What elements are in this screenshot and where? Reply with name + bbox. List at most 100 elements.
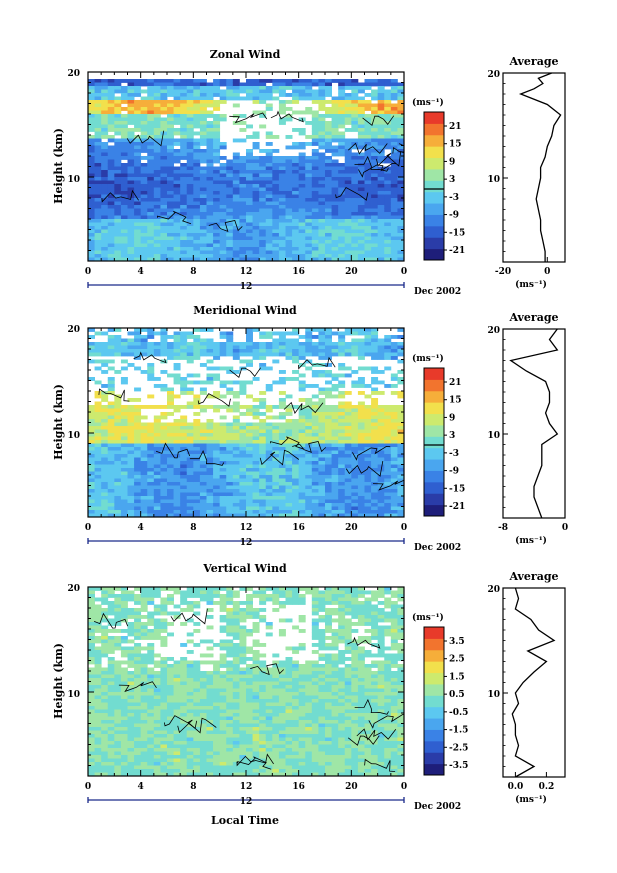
heatmap-cell <box>292 212 300 216</box>
heatmap-cell <box>101 506 109 511</box>
heatmap-cell <box>285 496 293 500</box>
heatmap-cell <box>325 454 332 458</box>
heatmap-cell <box>186 138 194 143</box>
heatmap-cell <box>232 349 240 353</box>
heatmap-cell <box>265 496 273 500</box>
heatmap-cell <box>153 93 161 97</box>
heatmap-cell <box>88 615 95 619</box>
heatmap-cell <box>180 338 188 343</box>
heatmap-cell <box>232 254 240 258</box>
heatmap-cell <box>94 769 102 773</box>
heatmap-cell <box>193 173 201 178</box>
heatmap-cell <box>305 180 313 185</box>
heatmap-cell <box>206 457 214 462</box>
heatmap-cell <box>134 412 142 416</box>
heatmap-cell <box>167 478 174 483</box>
heatmap-cell <box>101 398 109 402</box>
heatmap-cell <box>114 604 122 609</box>
heatmap-cell <box>357 205 365 209</box>
panel-vertical: Vertical Wind 0 4 8 12 16 20 012 Dec 2002 Heigh… <box>52 562 566 827</box>
heatmap-cell <box>213 485 221 490</box>
heatmap-cell <box>338 422 346 427</box>
heatmap-cell <box>94 226 102 230</box>
heatmap-cell <box>160 156 168 160</box>
heatmap-cell <box>344 117 352 122</box>
heatmap-cell <box>357 226 365 230</box>
heatmap-cell <box>265 187 273 192</box>
heatmap-cell <box>371 440 379 444</box>
heatmap-cell <box>239 496 247 500</box>
heatmap-cell <box>127 664 135 668</box>
heatmap-cell <box>292 229 300 234</box>
heatmap-cell <box>114 699 122 703</box>
heatmap-cell <box>311 198 319 202</box>
heatmap-cell <box>351 415 359 420</box>
heatmap-cell <box>94 618 102 623</box>
heatmap-cell <box>351 433 359 437</box>
heatmap-cell <box>206 100 214 104</box>
heatmap-cell <box>325 475 332 479</box>
heatmap-cell <box>114 187 122 192</box>
heatmap-cell <box>318 440 326 444</box>
heatmap-cell <box>357 229 365 234</box>
heatmap-cell <box>344 247 352 251</box>
heatmap-cell <box>331 485 339 490</box>
heatmap-cell <box>272 184 280 188</box>
heatmap-cell <box>147 468 155 472</box>
heatmap-cell <box>140 107 148 111</box>
heatmap-cell <box>160 405 168 409</box>
heatmap-cell <box>120 229 128 234</box>
heatmap-cell <box>377 513 385 518</box>
heatmap-cell <box>107 243 115 248</box>
heatmap-cell <box>390 124 398 129</box>
heatmap-cell <box>107 328 115 332</box>
heatmap-cell <box>239 159 247 164</box>
heatmap-cell <box>199 93 207 97</box>
heatmap-cell <box>127 138 135 143</box>
heatmap-cell <box>127 699 135 703</box>
date-label: Dec 2002 <box>414 287 461 297</box>
heatmap-cell <box>285 510 293 514</box>
heatmap-cell <box>147 454 155 458</box>
heatmap-cell <box>226 163 234 167</box>
heatmap-cell <box>147 366 155 371</box>
heatmap-cell <box>120 145 128 150</box>
heatmap-cell <box>167 440 174 444</box>
heatmap-cell <box>384 443 392 448</box>
heatmap-cell <box>344 468 352 472</box>
heatmap-cell <box>331 215 339 220</box>
heatmap-cell <box>186 380 194 385</box>
heatmap-cell <box>226 205 234 209</box>
heatmap-cell <box>252 506 260 511</box>
heatmap-cell <box>147 103 155 108</box>
heatmap-cell <box>344 510 352 514</box>
heatmap-cell <box>384 366 392 371</box>
heatmap-cell <box>94 650 102 654</box>
heatmap-cell <box>239 177 247 181</box>
heatmap-cell <box>173 205 181 209</box>
heatmap-cell <box>127 398 135 402</box>
heatmap-cell <box>325 166 332 171</box>
heatmap-cell <box>285 461 293 465</box>
heatmap-cell <box>101 737 109 742</box>
heatmap-cell <box>305 408 313 413</box>
heatmap-cell <box>88 454 95 458</box>
heatmap-cell <box>114 664 122 668</box>
heatmap-cell <box>226 450 234 455</box>
contour-line <box>345 461 384 477</box>
heatmap-cell <box>357 177 365 181</box>
heatmap-cell <box>101 730 109 735</box>
heatmap-cell <box>127 657 135 661</box>
heatmap-cell <box>226 170 234 174</box>
heatmap-cell <box>285 468 293 472</box>
heatmap-cell <box>114 86 122 90</box>
heatmap-cell <box>140 482 148 486</box>
heatmap-cell <box>140 187 148 192</box>
heatmap-cell <box>160 331 168 336</box>
heatmap-cell <box>377 96 385 101</box>
heatmap-cell <box>193 429 201 434</box>
heatmap-cell <box>107 601 115 605</box>
heatmap-cell <box>127 723 135 728</box>
heatmap-cell <box>88 762 95 766</box>
heatmap-cell <box>292 96 300 101</box>
